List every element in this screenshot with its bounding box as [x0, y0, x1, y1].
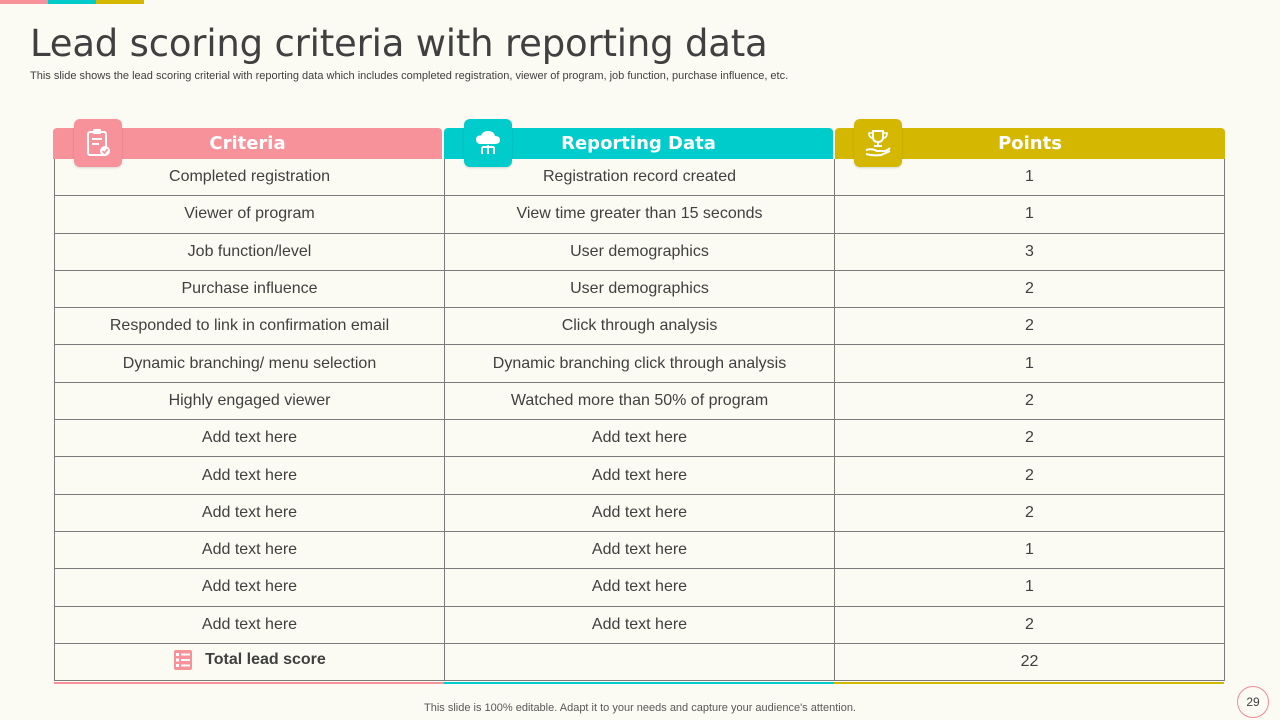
- reporting-cell: Dynamic branching click through analysis: [444, 344, 835, 383]
- reporting-cell: Click through analysis: [444, 307, 835, 346]
- points-cell: 1: [834, 344, 1225, 383]
- reporting-cell: Add text here: [444, 568, 835, 607]
- points-cell: 1: [834, 159, 1225, 197]
- points-cell: 2: [834, 269, 1225, 309]
- criteria-cell: Responded to link in confirmation email: [54, 307, 445, 346]
- table-row: Add text here Add text here 1: [54, 530, 1225, 570]
- table-row: Purchase influence User demographics 2: [54, 269, 1225, 309]
- table-row: Completed registration Registration reco…: [54, 159, 1225, 197]
- points-cell: 2: [834, 605, 1225, 644]
- table-row: Responded to link in confirmation email …: [54, 307, 1225, 346]
- accent-bar-yellow: [96, 0, 144, 4]
- table-row: Job function/level User demographics 3: [54, 232, 1225, 271]
- criteria-cell: Viewer of program: [54, 195, 445, 234]
- points-cell: 1: [834, 530, 1225, 570]
- criteria-cell: Completed registration: [54, 159, 445, 197]
- reporting-cell: Add text here: [444, 605, 835, 644]
- page-number: 29: [1237, 686, 1269, 718]
- total-points-cell: 22: [834, 642, 1225, 682]
- scoring-table: Completed registration Registration reco…: [54, 159, 1225, 682]
- reporting-cell: View time greater than 15 seconds: [444, 195, 835, 234]
- reporting-cell: Registration record created: [444, 159, 835, 197]
- reporting-cell: User demographics: [444, 232, 835, 271]
- table-row: Add text here Add text here 2: [54, 456, 1225, 495]
- points-cell: 2: [834, 419, 1225, 458]
- points-cell: 3: [834, 232, 1225, 271]
- points-cell: 1: [834, 195, 1225, 234]
- list-icon: [174, 649, 193, 670]
- reporting-cell: Add text here: [444, 419, 835, 458]
- criteria-cell: Highly engaged viewer: [54, 381, 445, 421]
- table-row: Viewer of program View time greater than…: [54, 195, 1225, 234]
- points-cell: 2: [834, 381, 1225, 421]
- table-row: Add text here Add text here 2: [54, 493, 1225, 532]
- header-reporting-label: Reporting Data: [561, 133, 716, 154]
- criteria-cell: Add text here: [54, 493, 445, 532]
- points-cell: 2: [834, 307, 1225, 346]
- table-header: Criteria Reporting Data Points: [53, 128, 1225, 159]
- criteria-cell: Job function/level: [54, 232, 445, 271]
- table-row: Highly engaged viewer Watched more than …: [54, 381, 1225, 421]
- footer-note: This slide is 100% editable. Adapt it to…: [424, 702, 856, 714]
- page-subtitle: This slide shows the lead scoring criter…: [30, 70, 789, 82]
- accent-bar-teal: [48, 0, 96, 4]
- criteria-cell: Add text here: [54, 456, 445, 495]
- reporting-cell: Add text here: [444, 456, 835, 495]
- table-row: Add text here Add text here 2: [54, 419, 1225, 458]
- criteria-cell: Add text here: [54, 530, 445, 570]
- table-row: Dynamic branching/ menu selection Dynami…: [54, 344, 1225, 383]
- bottom-line-yellow: [834, 682, 1224, 684]
- points-cell: 1: [834, 568, 1225, 607]
- criteria-cell: Add text here: [54, 568, 445, 607]
- points-cell: 2: [834, 493, 1225, 532]
- reporting-cell: Add text here: [444, 530, 835, 570]
- reporting-cell: Watched more than 50% of program: [444, 381, 835, 421]
- table-row: Add text here Add text here 2: [54, 605, 1225, 644]
- header-points-label: Points: [998, 133, 1062, 154]
- table-row: Add text here Add text here 1: [54, 568, 1225, 607]
- total-reporting-cell: [444, 642, 835, 682]
- accent-bar-pink: [0, 0, 48, 4]
- criteria-cell: Dynamic branching/ menu selection: [54, 344, 445, 383]
- header-criteria-label: Criteria: [209, 133, 286, 154]
- total-row: Total lead score 22: [54, 642, 1225, 682]
- page-title: Lead scoring criteria with reporting dat…: [30, 22, 768, 65]
- criteria-cell: Add text here: [54, 605, 445, 644]
- points-cell: 2: [834, 456, 1225, 495]
- reporting-cell: Add text here: [444, 493, 835, 532]
- reporting-cell: User demographics: [444, 269, 835, 309]
- total-label: Total lead score: [205, 650, 326, 668]
- criteria-cell: Add text here: [54, 419, 445, 458]
- total-label-cell: Total lead score: [54, 642, 445, 682]
- bottom-line-pink: [54, 682, 444, 684]
- criteria-cell: Purchase influence: [54, 269, 445, 309]
- bottom-line-teal: [444, 682, 834, 684]
